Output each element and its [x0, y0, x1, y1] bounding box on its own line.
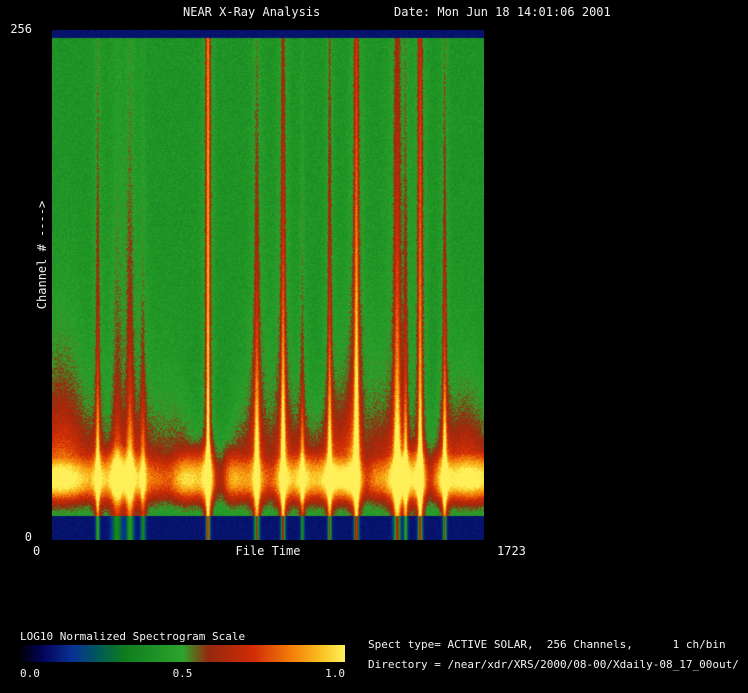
colorbar-tick-max: 1.0: [325, 667, 345, 680]
spectrogram-canvas: [52, 30, 484, 540]
x-axis-tick-max: 1723: [497, 544, 526, 558]
colorbar-canvas: [20, 645, 345, 662]
x-axis-tick-min: 0: [33, 544, 41, 558]
y-axis-tick-max: 256: [10, 22, 32, 36]
directory-text: Directory = /near/xdr/XRS/2000/08-00/Xda…: [368, 658, 739, 671]
page-title: NEAR X-Ray Analysis: [183, 5, 321, 19]
colorbar-label: LOG10 Normalized Spectrogram Scale: [20, 630, 246, 643]
y-axis-label: Channel # ---->: [35, 200, 49, 310]
y-axis-tick-min: 0: [24, 530, 32, 544]
colorbar-tick-mid: 0.5: [172, 667, 193, 680]
date-label: Date: Mon Jun 18 14:01:06 2001: [394, 5, 611, 19]
x-axis-label: File Time: [235, 544, 301, 558]
colorbar-tick-min: 0.0: [20, 667, 40, 680]
spect-type-text: Spect type= ACTIVE SOLAR, 256 Channels, …: [368, 638, 726, 651]
